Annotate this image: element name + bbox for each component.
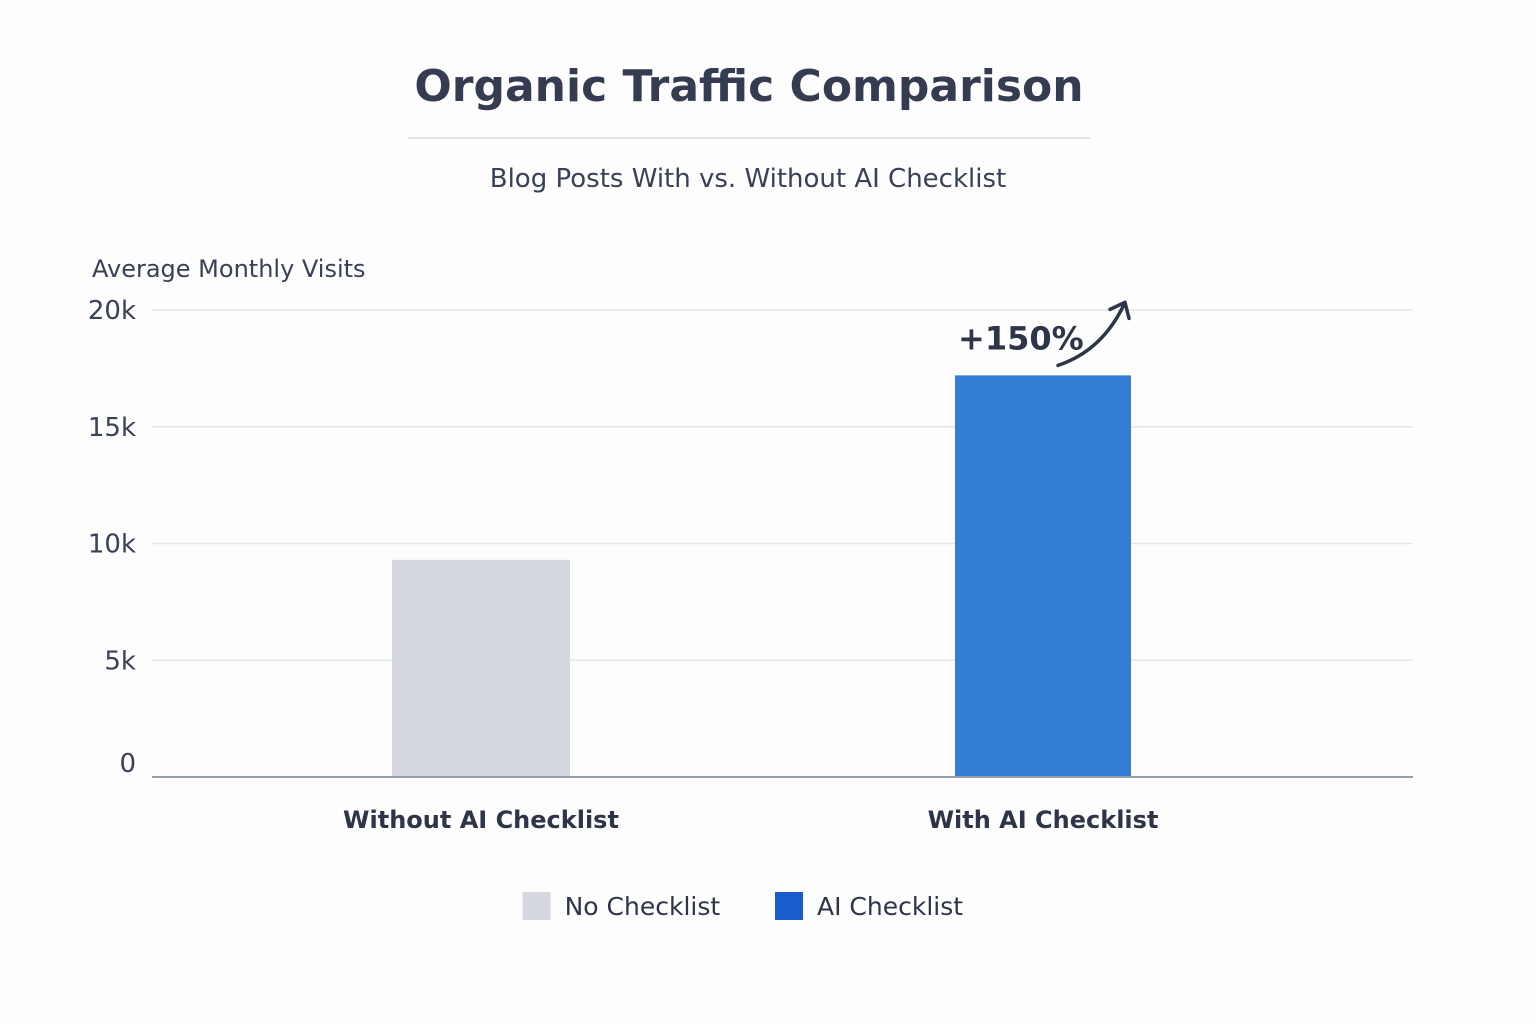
grid-lines [152, 309, 1413, 661]
growth-annotation-label: +150% [958, 319, 1084, 357]
bar-without-ai-checklist [392, 559, 570, 777]
x-category-labels: Without AI Checklist With AI Checklist [343, 806, 1158, 834]
chart-subtitle: Blog Posts With vs. Without AI Checklist [490, 164, 1006, 194]
y-tick-label: 0 [119, 749, 136, 779]
legend-label: AI Checklist [817, 892, 963, 921]
y-tick-label: 5k [104, 646, 136, 676]
x-category-label: With AI Checklist [928, 806, 1159, 834]
y-tick-label: 15k [88, 413, 136, 443]
chart-title: Organic Traffic Comparison [414, 61, 1083, 112]
y-tick-label: 20k [88, 296, 136, 326]
y-tick-label: 10k [88, 530, 136, 560]
legend-swatch [522, 892, 551, 920]
x-category-label: Without AI Checklist [343, 806, 619, 834]
bar-with-ai-checklist [955, 375, 1131, 777]
growth-annotation: +150% [958, 300, 1131, 368]
legend-swatch [775, 892, 803, 920]
y-axis-label: Average Monthly Visits [92, 255, 366, 283]
legend-label: No Checklist [565, 892, 721, 921]
bars [392, 375, 1131, 777]
legend: No Checklist AI Checklist [522, 892, 963, 921]
up-right-arrow-icon [1056, 300, 1131, 368]
y-tick-labels: 0 5k 10k 15k 20k [88, 296, 136, 779]
